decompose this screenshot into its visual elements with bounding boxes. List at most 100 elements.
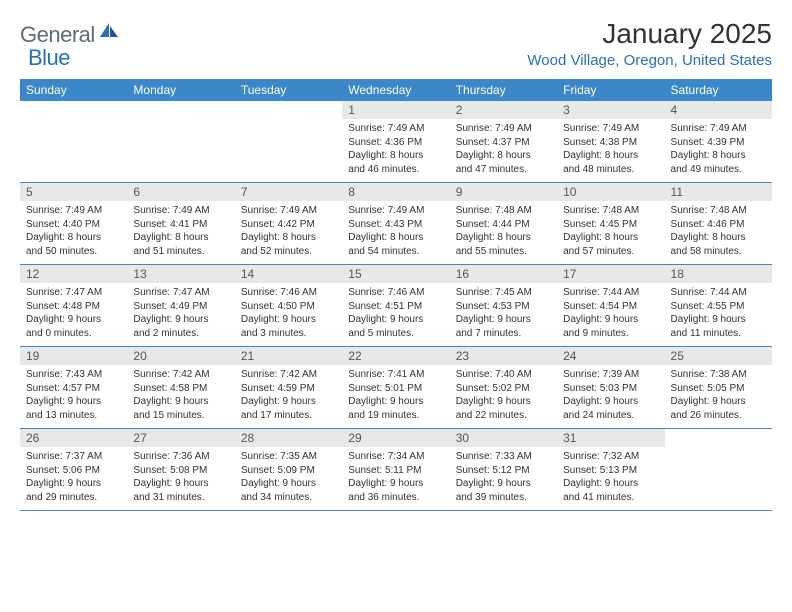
- day-number: 11: [665, 183, 772, 201]
- calendar-cell: 22Sunrise: 7:41 AMSunset: 5:01 PMDayligh…: [342, 347, 449, 429]
- calendar-cell: 24Sunrise: 7:39 AMSunset: 5:03 PMDayligh…: [557, 347, 664, 429]
- day-number: 1: [342, 101, 449, 119]
- day-body: Sunrise: 7:48 AMSunset: 4:46 PMDaylight:…: [665, 201, 772, 264]
- day-body: [127, 119, 234, 173]
- day-number: 16: [450, 265, 557, 283]
- calendar-cell: 6Sunrise: 7:49 AMSunset: 4:41 PMDaylight…: [127, 183, 234, 265]
- calendar-cell: 9Sunrise: 7:48 AMSunset: 4:44 PMDaylight…: [450, 183, 557, 265]
- calendar-cell: 15Sunrise: 7:46 AMSunset: 4:51 PMDayligh…: [342, 265, 449, 347]
- day-number: 19: [20, 347, 127, 365]
- day-number: 9: [450, 183, 557, 201]
- calendar-cell: 3Sunrise: 7:49 AMSunset: 4:38 PMDaylight…: [557, 101, 664, 183]
- calendar-cell: [20, 101, 127, 183]
- day-number: [127, 101, 234, 119]
- calendar-cell: 12Sunrise: 7:47 AMSunset: 4:48 PMDayligh…: [20, 265, 127, 347]
- title-block: January 2025 Wood Village, Oregon, Unite…: [527, 18, 772, 69]
- day-body: Sunrise: 7:49 AMSunset: 4:36 PMDaylight:…: [342, 119, 449, 182]
- calendar-cell: 1Sunrise: 7:49 AMSunset: 4:36 PMDaylight…: [342, 101, 449, 183]
- calendar-cell: 29Sunrise: 7:34 AMSunset: 5:11 PMDayligh…: [342, 429, 449, 511]
- day-body: Sunrise: 7:42 AMSunset: 4:58 PMDaylight:…: [127, 365, 234, 428]
- calendar-cell: 11Sunrise: 7:48 AMSunset: 4:46 PMDayligh…: [665, 183, 772, 265]
- day-header: Wednesday: [342, 79, 449, 101]
- day-number: 6: [127, 183, 234, 201]
- day-body: Sunrise: 7:44 AMSunset: 4:55 PMDaylight:…: [665, 283, 772, 346]
- calendar-cell: [235, 101, 342, 183]
- day-body: Sunrise: 7:32 AMSunset: 5:13 PMDaylight:…: [557, 447, 664, 510]
- calendar-cell: 31Sunrise: 7:32 AMSunset: 5:13 PMDayligh…: [557, 429, 664, 511]
- day-body: Sunrise: 7:33 AMSunset: 5:12 PMDaylight:…: [450, 447, 557, 510]
- logo-text-2: Blue: [28, 45, 70, 70]
- day-number: 13: [127, 265, 234, 283]
- day-body: Sunrise: 7:49 AMSunset: 4:39 PMDaylight:…: [665, 119, 772, 182]
- calendar-week-row: 19Sunrise: 7:43 AMSunset: 4:57 PMDayligh…: [20, 347, 772, 429]
- day-body: Sunrise: 7:40 AMSunset: 5:02 PMDaylight:…: [450, 365, 557, 428]
- day-body: Sunrise: 7:49 AMSunset: 4:38 PMDaylight:…: [557, 119, 664, 182]
- calendar-cell: 16Sunrise: 7:45 AMSunset: 4:53 PMDayligh…: [450, 265, 557, 347]
- calendar-week-row: 26Sunrise: 7:37 AMSunset: 5:06 PMDayligh…: [20, 429, 772, 511]
- day-body: Sunrise: 7:47 AMSunset: 4:49 PMDaylight:…: [127, 283, 234, 346]
- location-text: Wood Village, Oregon, United States: [527, 52, 772, 69]
- day-body: Sunrise: 7:42 AMSunset: 4:59 PMDaylight:…: [235, 365, 342, 428]
- calendar-cell: 28Sunrise: 7:35 AMSunset: 5:09 PMDayligh…: [235, 429, 342, 511]
- calendar-cell: 18Sunrise: 7:44 AMSunset: 4:55 PMDayligh…: [665, 265, 772, 347]
- calendar-cell: 13Sunrise: 7:47 AMSunset: 4:49 PMDayligh…: [127, 265, 234, 347]
- day-number: 24: [557, 347, 664, 365]
- day-body: Sunrise: 7:45 AMSunset: 4:53 PMDaylight:…: [450, 283, 557, 346]
- calendar-cell: 17Sunrise: 7:44 AMSunset: 4:54 PMDayligh…: [557, 265, 664, 347]
- calendar-cell: 26Sunrise: 7:37 AMSunset: 5:06 PMDayligh…: [20, 429, 127, 511]
- day-number: 26: [20, 429, 127, 447]
- day-number: [20, 101, 127, 119]
- calendar-cell: 23Sunrise: 7:40 AMSunset: 5:02 PMDayligh…: [450, 347, 557, 429]
- day-number: 14: [235, 265, 342, 283]
- calendar-cell: [127, 101, 234, 183]
- day-body: Sunrise: 7:46 AMSunset: 4:50 PMDaylight:…: [235, 283, 342, 346]
- header: General January 2025 Wood Village, Orego…: [20, 18, 772, 69]
- day-header: Tuesday: [235, 79, 342, 101]
- day-number: 2: [450, 101, 557, 119]
- day-body: Sunrise: 7:38 AMSunset: 5:05 PMDaylight:…: [665, 365, 772, 428]
- day-number: 18: [665, 265, 772, 283]
- day-number: 7: [235, 183, 342, 201]
- day-number: 21: [235, 347, 342, 365]
- day-number: 28: [235, 429, 342, 447]
- day-number: 4: [665, 101, 772, 119]
- day-number: 31: [557, 429, 664, 447]
- day-body: Sunrise: 7:49 AMSunset: 4:41 PMDaylight:…: [127, 201, 234, 264]
- day-header: Sunday: [20, 79, 127, 101]
- day-number: 23: [450, 347, 557, 365]
- day-number: 22: [342, 347, 449, 365]
- calendar-table: SundayMondayTuesdayWednesdayThursdayFrid…: [20, 79, 772, 511]
- calendar-cell: 30Sunrise: 7:33 AMSunset: 5:12 PMDayligh…: [450, 429, 557, 511]
- day-number: [665, 429, 772, 447]
- calendar-cell: 14Sunrise: 7:46 AMSunset: 4:50 PMDayligh…: [235, 265, 342, 347]
- day-body: Sunrise: 7:35 AMSunset: 5:09 PMDaylight:…: [235, 447, 342, 510]
- calendar-week-row: 1Sunrise: 7:49 AMSunset: 4:36 PMDaylight…: [20, 101, 772, 183]
- calendar-cell: 20Sunrise: 7:42 AMSunset: 4:58 PMDayligh…: [127, 347, 234, 429]
- day-body: Sunrise: 7:48 AMSunset: 4:45 PMDaylight:…: [557, 201, 664, 264]
- calendar-week-row: 12Sunrise: 7:47 AMSunset: 4:48 PMDayligh…: [20, 265, 772, 347]
- day-header: Thursday: [450, 79, 557, 101]
- day-header: Saturday: [665, 79, 772, 101]
- day-body: [235, 119, 342, 173]
- logo-line2: Blue: [28, 45, 70, 71]
- calendar-cell: 25Sunrise: 7:38 AMSunset: 5:05 PMDayligh…: [665, 347, 772, 429]
- day-body: Sunrise: 7:49 AMSunset: 4:43 PMDaylight:…: [342, 201, 449, 264]
- day-header: Monday: [127, 79, 234, 101]
- day-body: Sunrise: 7:49 AMSunset: 4:42 PMDaylight:…: [235, 201, 342, 264]
- day-number: 15: [342, 265, 449, 283]
- calendar-cell: 5Sunrise: 7:49 AMSunset: 4:40 PMDaylight…: [20, 183, 127, 265]
- day-body: Sunrise: 7:41 AMSunset: 5:01 PMDaylight:…: [342, 365, 449, 428]
- day-body: Sunrise: 7:49 AMSunset: 4:37 PMDaylight:…: [450, 119, 557, 182]
- day-body: Sunrise: 7:36 AMSunset: 5:08 PMDaylight:…: [127, 447, 234, 510]
- logo: General: [20, 18, 121, 48]
- day-number: 10: [557, 183, 664, 201]
- day-body: Sunrise: 7:43 AMSunset: 4:57 PMDaylight:…: [20, 365, 127, 428]
- calendar-cell: 7Sunrise: 7:49 AMSunset: 4:42 PMDaylight…: [235, 183, 342, 265]
- calendar-cell: 4Sunrise: 7:49 AMSunset: 4:39 PMDaylight…: [665, 101, 772, 183]
- calendar-week-row: 5Sunrise: 7:49 AMSunset: 4:40 PMDaylight…: [20, 183, 772, 265]
- calendar-body: 1Sunrise: 7:49 AMSunset: 4:36 PMDaylight…: [20, 101, 772, 511]
- calendar-cell: 19Sunrise: 7:43 AMSunset: 4:57 PMDayligh…: [20, 347, 127, 429]
- day-body: Sunrise: 7:49 AMSunset: 4:40 PMDaylight:…: [20, 201, 127, 264]
- calendar-cell: 2Sunrise: 7:49 AMSunset: 4:37 PMDaylight…: [450, 101, 557, 183]
- day-body: Sunrise: 7:48 AMSunset: 4:44 PMDaylight:…: [450, 201, 557, 264]
